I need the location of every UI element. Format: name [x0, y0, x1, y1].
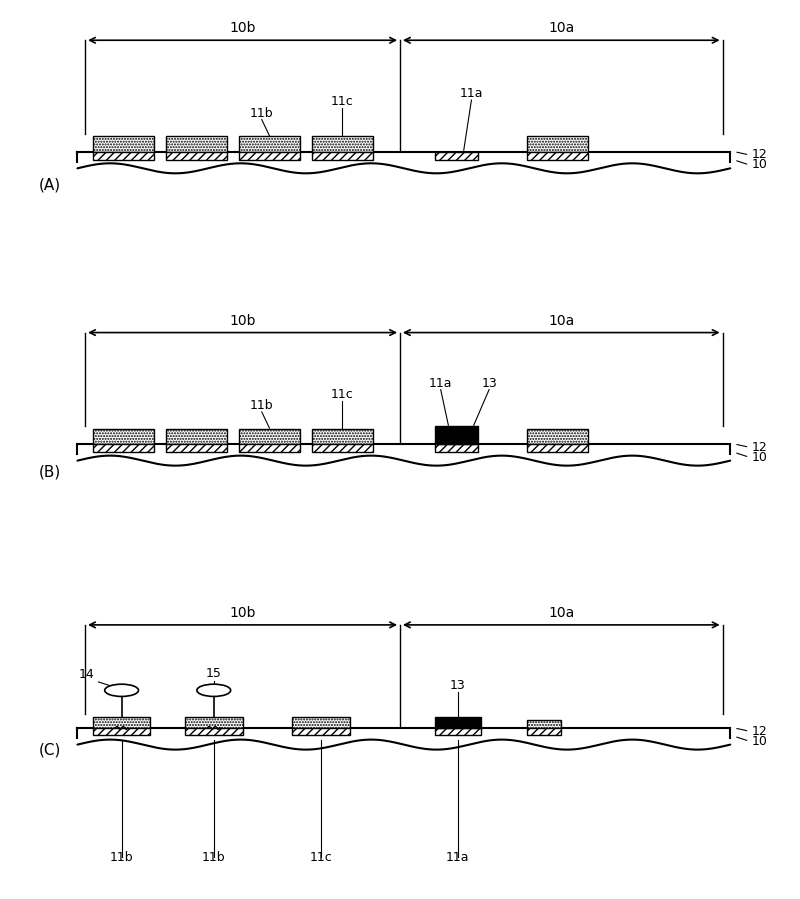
Text: 10: 10: [752, 734, 768, 748]
Bar: [78, 152, 730, 168]
Text: 11a: 11a: [460, 87, 483, 100]
Bar: [312, 444, 373, 452]
Text: 10a: 10a: [548, 314, 574, 327]
Text: (A): (A): [39, 177, 61, 192]
Bar: [93, 429, 154, 444]
Text: (C): (C): [39, 743, 62, 758]
Text: 10b: 10b: [230, 314, 256, 327]
Bar: [185, 728, 242, 734]
Bar: [166, 137, 227, 152]
Text: 11c: 11c: [310, 851, 333, 864]
Bar: [434, 717, 481, 728]
Text: 11c: 11c: [331, 387, 354, 401]
Text: 11b: 11b: [110, 851, 134, 864]
Text: 12: 12: [752, 148, 767, 162]
Bar: [166, 429, 227, 444]
Bar: [93, 137, 154, 152]
Text: 13: 13: [482, 377, 497, 389]
Bar: [93, 728, 150, 734]
Text: 10b: 10b: [230, 606, 256, 620]
Bar: [238, 137, 300, 152]
Text: 11a: 11a: [429, 377, 453, 389]
Text: 10: 10: [752, 158, 768, 172]
Bar: [526, 137, 588, 152]
Bar: [312, 429, 373, 444]
Bar: [526, 152, 588, 160]
Bar: [293, 728, 350, 734]
Text: 11b: 11b: [250, 107, 274, 120]
Text: 11b: 11b: [202, 851, 226, 864]
Bar: [166, 444, 227, 452]
Text: 11b: 11b: [250, 399, 274, 412]
Circle shape: [105, 684, 138, 697]
Text: 15: 15: [206, 667, 222, 680]
Bar: [526, 444, 588, 452]
Bar: [93, 717, 150, 728]
Bar: [434, 152, 478, 160]
Bar: [293, 717, 350, 728]
Bar: [78, 444, 730, 460]
Text: 10a: 10a: [548, 606, 574, 620]
Bar: [185, 717, 242, 728]
Bar: [238, 429, 300, 444]
Bar: [526, 720, 562, 728]
Text: 11a: 11a: [446, 851, 470, 864]
Bar: [434, 426, 478, 444]
Text: 10b: 10b: [230, 22, 256, 35]
Bar: [238, 152, 300, 160]
Bar: [434, 444, 478, 452]
Bar: [78, 728, 730, 744]
Text: 13: 13: [450, 679, 466, 691]
Bar: [93, 444, 154, 452]
Bar: [312, 137, 373, 152]
Bar: [526, 429, 588, 444]
Text: 11c: 11c: [331, 95, 354, 109]
Text: (B): (B): [39, 464, 62, 479]
Bar: [93, 152, 154, 160]
Bar: [166, 152, 227, 160]
Text: 12: 12: [752, 441, 767, 454]
Bar: [238, 444, 300, 452]
Text: 10a: 10a: [548, 22, 574, 35]
Text: 12: 12: [752, 725, 767, 738]
Bar: [312, 152, 373, 160]
Bar: [526, 728, 562, 734]
Text: 14: 14: [79, 669, 95, 681]
Text: 10: 10: [752, 450, 768, 464]
Circle shape: [197, 684, 230, 697]
Bar: [434, 728, 481, 734]
